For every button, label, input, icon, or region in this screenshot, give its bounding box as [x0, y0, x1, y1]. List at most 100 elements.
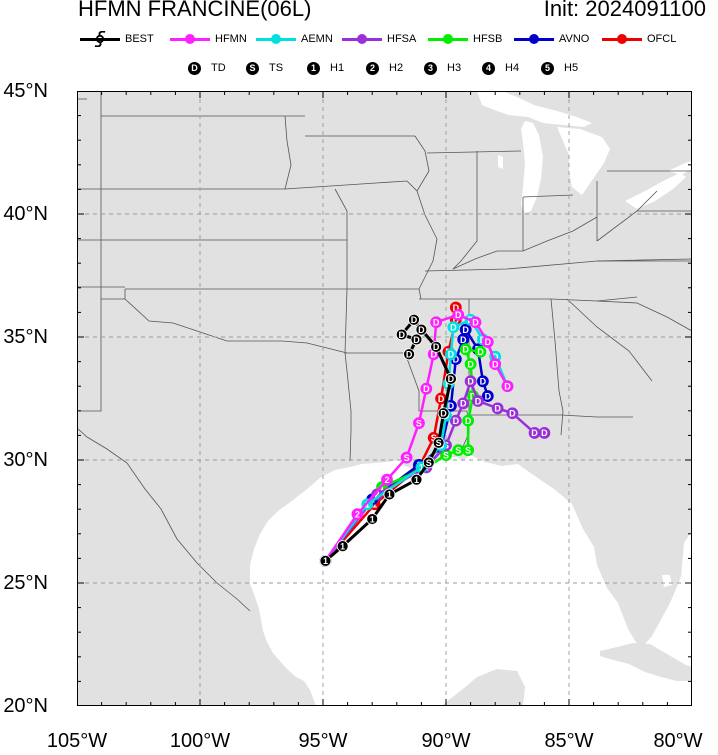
svg-text:1: 1	[419, 463, 424, 473]
state-borders	[77, 91, 692, 612]
intensity-label: H2	[389, 62, 404, 74]
track-point-marker: D	[457, 397, 470, 410]
svg-text:D: D	[413, 335, 420, 345]
track-point-marker: D	[459, 323, 472, 336]
intensity-item-h5: 5 H5	[541, 58, 578, 78]
lake-superior	[477, 91, 592, 127]
longitude-label: 105°W	[46, 730, 108, 752]
yucatan-peninsula	[441, 669, 525, 706]
track-point-marker: D	[474, 345, 487, 358]
axis-ticks	[77, 91, 692, 706]
track-point-marker: D	[449, 414, 462, 427]
svg-text:S: S	[436, 438, 442, 448]
intensity-label: TD	[211, 62, 226, 74]
longitude-label: 100°W	[169, 730, 231, 752]
intensity-symbol-icon: S	[246, 61, 259, 75]
svg-text:D: D	[460, 335, 467, 345]
mexico-border	[77, 427, 251, 612]
track-point-marker: S	[400, 451, 413, 464]
dot-icon	[514, 32, 554, 46]
svg-text:D: D	[448, 401, 455, 411]
legend-item-hfsa: HFSA	[342, 29, 416, 49]
nc-sc-border	[596, 300, 692, 332]
track-point-marker: D	[528, 427, 541, 439]
longitude-label: 95°W	[298, 730, 348, 752]
tx-la-border	[344, 352, 352, 462]
svg-text:D: D	[467, 377, 474, 387]
track-point-marker: D	[415, 323, 428, 336]
intensity-label: H1	[330, 62, 345, 74]
svg-text:D: D	[450, 322, 457, 332]
track-point-marker: D	[437, 407, 450, 420]
track-point-marker: D	[420, 382, 433, 395]
latitude-label: 45°N	[3, 80, 48, 102]
svg-text:S: S	[416, 418, 422, 428]
svg-text:D: D	[460, 399, 467, 409]
svg-text:1: 1	[387, 490, 392, 500]
dot-icon	[428, 32, 468, 46]
lake-ontario	[668, 161, 692, 175]
track-point-marker: D	[430, 340, 443, 353]
longitude-label: 80°W	[653, 730, 703, 752]
svg-text:D: D	[480, 377, 487, 387]
svg-text:D: D	[472, 318, 479, 328]
ok-tx-red-river	[124, 298, 348, 354]
dot-icon	[602, 32, 642, 46]
legend-label: OFCL	[647, 33, 677, 45]
svg-text:2: 2	[375, 490, 380, 500]
track-legend: BEST HFMN AEMN HFSA HFSB AVNO OFCL	[0, 29, 718, 49]
lake-erie	[625, 173, 686, 209]
track-point-marker: 1	[383, 488, 396, 501]
track-point-marker: D	[464, 358, 477, 370]
track-point-marker: D	[447, 321, 460, 334]
svg-text:1: 1	[365, 500, 370, 510]
dot-icon	[342, 32, 382, 46]
svg-text:S: S	[455, 445, 461, 455]
track-point-marker: D	[403, 348, 416, 361]
intensity-label: H3	[447, 62, 462, 74]
svg-text:D: D	[504, 382, 511, 392]
al-ga-border	[550, 298, 564, 436]
svg-text:D: D	[485, 391, 492, 401]
legend-item-ofcl: OFCL	[602, 29, 676, 49]
legend-item-avno: AVNO	[514, 29, 589, 49]
svg-text:D: D	[453, 303, 460, 313]
track-point-marker: D	[457, 333, 470, 346]
lake-winnebago	[498, 155, 503, 169]
legend-label: HFMN	[215, 33, 247, 45]
svg-text:D: D	[470, 391, 477, 401]
svg-text:1: 1	[414, 475, 419, 485]
track-point-marker: D	[506, 407, 519, 420]
tx-nm-border	[77, 299, 102, 412]
latitude-label: 40°N	[3, 203, 48, 225]
track-point-marker: 1	[336, 540, 349, 553]
svg-text:D: D	[492, 359, 499, 369]
svg-text:D: D	[485, 337, 492, 347]
track-point-marker: D	[430, 316, 443, 329]
svg-text:D: D	[448, 374, 455, 384]
il-in-border	[452, 151, 478, 270]
svg-text:D: D	[433, 342, 440, 352]
svg-text:S: S	[431, 433, 437, 443]
longitude-label: 90°W	[421, 730, 471, 752]
lake-huron	[557, 127, 610, 195]
svg-text:S: S	[426, 458, 432, 468]
intensity-legend: D TD S TS 1 H1 2 H2 3 H3 4 H4 5 H5	[0, 58, 718, 78]
il-wi-border	[426, 150, 522, 154]
track-point-marker: D	[445, 372, 457, 385]
svg-text:1: 1	[340, 541, 345, 551]
legend-item-best: BEST	[80, 29, 154, 49]
intensity-item-h1: 1 H1	[307, 58, 344, 78]
track-point-marker: 1	[410, 473, 423, 486]
svg-text:D: D	[438, 394, 445, 404]
svg-text:D: D	[465, 416, 472, 426]
track-point-marker: D	[476, 375, 489, 388]
track-point-marker: D	[445, 348, 457, 361]
svg-text:2: 2	[355, 509, 360, 519]
track-point-marker: D	[395, 328, 408, 341]
svg-text:D: D	[453, 354, 460, 364]
intensity-symbol-icon: 1	[307, 61, 320, 75]
legend-label: AVNO	[559, 33, 590, 45]
dot-icon	[170, 32, 210, 46]
latitude-label: 25°N	[3, 572, 48, 594]
